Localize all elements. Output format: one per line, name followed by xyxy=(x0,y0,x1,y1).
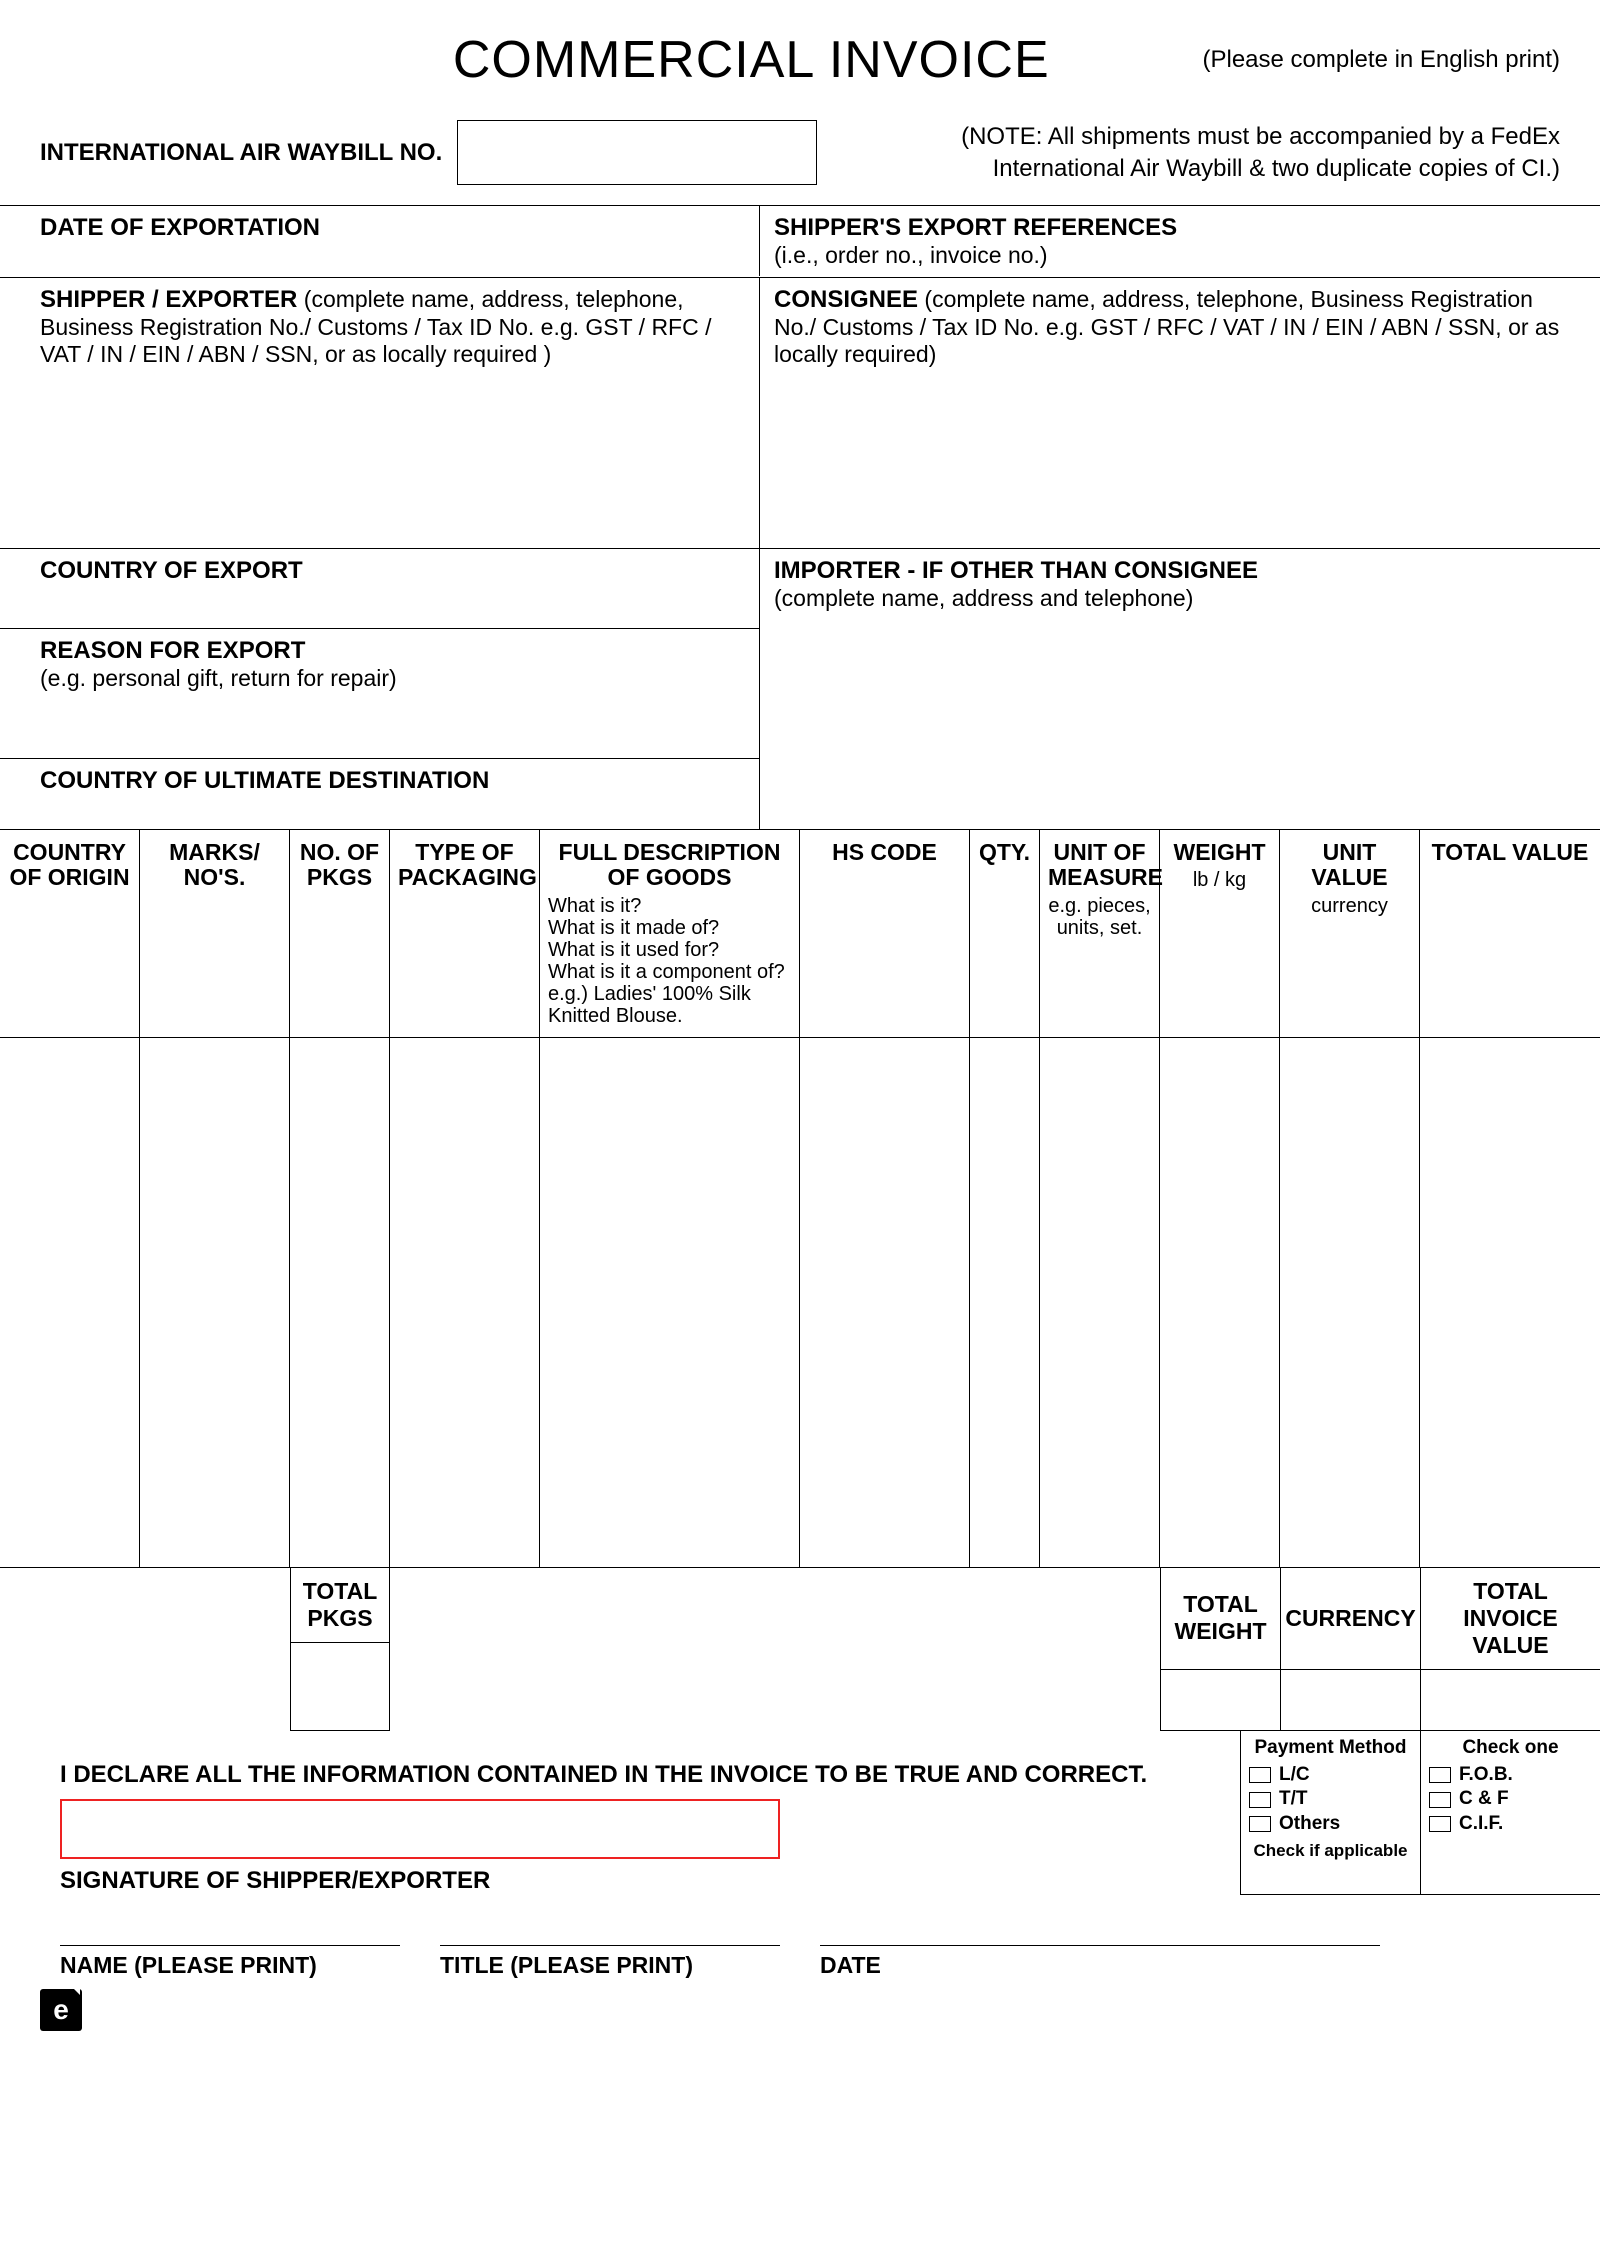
consignee-label: CONSIGNEE xyxy=(774,286,918,313)
total-pkgs-input[interactable] xyxy=(291,1643,389,1703)
name-field-label: NAME (PLEASE PRINT) xyxy=(60,1945,400,1979)
items-body[interactable] xyxy=(0,1038,1600,1568)
signature-label: SIGNATURE OF SHIPPER/EXPORTER xyxy=(60,1867,1240,1895)
header-note: (Please complete in English print) xyxy=(1202,46,1560,74)
page-title: COMMERCIAL INVOICE xyxy=(300,30,1202,90)
total-pkgs: TOTAL PKGS xyxy=(290,1568,390,1731)
terms-fob-checkbox[interactable] xyxy=(1429,1767,1451,1783)
terms-cf-checkbox[interactable] xyxy=(1429,1792,1451,1808)
payment-tt-checkbox[interactable] xyxy=(1249,1792,1271,1808)
waybill-label: INTERNATIONAL AIR WAYBILL NO. xyxy=(40,139,442,167)
waybill-note: (NOTE: All shipments must be accompanied… xyxy=(832,121,1560,183)
total-invoice-input[interactable] xyxy=(1421,1670,1600,1730)
eforms-logo-icon: e xyxy=(40,1989,82,2031)
shipper-ref-label: SHIPPER'S EXPORT REFERENCES xyxy=(774,214,1560,242)
payment-method-box: Payment Method L/C T/T Others Check if a… xyxy=(1240,1731,1420,1895)
title-field-label: TITLE (PLEASE PRINT) xyxy=(440,1945,780,1979)
currency: CURRENCY xyxy=(1280,1568,1420,1730)
date-field-label: DATE xyxy=(820,1945,1380,1979)
total-weight-input[interactable] xyxy=(1161,1670,1280,1730)
terms-cif-checkbox[interactable] xyxy=(1429,1816,1451,1832)
items-header: COUNTRY OF ORIGIN MARKS/ NO'S. NO. OF PK… xyxy=(0,829,1600,1038)
currency-input[interactable] xyxy=(1281,1670,1420,1730)
country-dest-label: COUNTRY OF ULTIMATE DESTINATION xyxy=(40,767,489,794)
shipper-ref-hint: (i.e., order no., invoice no.) xyxy=(774,242,1560,269)
reason-hint: (e.g. personal gift, return for repair) xyxy=(40,665,745,692)
declaration-text: I DECLARE ALL THE INFORMATION CONTAINED … xyxy=(60,1761,1240,1789)
importer-label: IMPORTER - IF OTHER THAN CONSIGNEE xyxy=(774,557,1560,585)
country-export-label: COUNTRY OF EXPORT xyxy=(40,557,303,584)
total-invoice-value: TOTAL INVOICE VALUE xyxy=(1420,1568,1600,1730)
waybill-input[interactable] xyxy=(457,120,817,185)
shipper-label: SHIPPER / EXPORTER xyxy=(40,286,297,313)
reason-label: REASON FOR EXPORT xyxy=(40,637,745,665)
payment-lc-checkbox[interactable] xyxy=(1249,1767,1271,1783)
terms-box: Check one F.O.B. C & F C.I.F. xyxy=(1420,1731,1600,1895)
total-weight: TOTAL WEIGHT xyxy=(1160,1568,1280,1730)
payment-others-checkbox[interactable] xyxy=(1249,1816,1271,1832)
signature-input[interactable] xyxy=(60,1799,780,1859)
date-export-label: DATE OF EXPORTATION xyxy=(40,214,320,241)
importer-hint: (complete name, address and telephone) xyxy=(774,585,1560,612)
